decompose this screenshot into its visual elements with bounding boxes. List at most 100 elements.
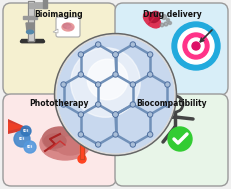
Circle shape <box>97 143 100 146</box>
Circle shape <box>131 43 134 46</box>
Circle shape <box>149 53 152 56</box>
Text: ROS: ROS <box>23 129 29 133</box>
Polygon shape <box>23 16 37 19</box>
Circle shape <box>97 103 100 106</box>
Ellipse shape <box>27 30 33 34</box>
Circle shape <box>165 82 170 87</box>
Circle shape <box>79 53 82 56</box>
Circle shape <box>164 22 168 26</box>
Circle shape <box>167 19 170 22</box>
Circle shape <box>178 28 214 64</box>
Text: ROS: ROS <box>19 137 25 141</box>
Circle shape <box>130 142 135 147</box>
Circle shape <box>21 126 31 136</box>
Ellipse shape <box>56 137 84 155</box>
Text: ROS: ROS <box>27 145 33 149</box>
Circle shape <box>168 127 192 151</box>
Circle shape <box>78 52 83 57</box>
Text: Bioimaging: Bioimaging <box>35 10 83 19</box>
Circle shape <box>114 113 117 116</box>
Circle shape <box>166 83 169 86</box>
FancyBboxPatch shape <box>3 3 116 95</box>
Circle shape <box>96 82 101 87</box>
Circle shape <box>61 102 66 107</box>
Ellipse shape <box>149 11 160 22</box>
Circle shape <box>24 141 36 153</box>
Ellipse shape <box>67 26 73 30</box>
Circle shape <box>188 38 204 54</box>
Circle shape <box>113 52 118 57</box>
Circle shape <box>168 22 171 25</box>
Circle shape <box>130 42 135 47</box>
Circle shape <box>79 73 82 76</box>
Circle shape <box>62 83 65 86</box>
Circle shape <box>149 113 152 116</box>
Ellipse shape <box>143 12 161 28</box>
Circle shape <box>148 52 153 57</box>
Circle shape <box>192 42 200 50</box>
Polygon shape <box>21 39 43 42</box>
Circle shape <box>14 131 30 147</box>
Circle shape <box>114 73 117 76</box>
Circle shape <box>161 15 167 19</box>
Circle shape <box>113 72 118 77</box>
Circle shape <box>62 103 65 106</box>
Polygon shape <box>28 1 34 41</box>
Circle shape <box>114 133 117 136</box>
Circle shape <box>130 102 135 107</box>
Circle shape <box>87 59 128 100</box>
Circle shape <box>78 155 86 163</box>
Circle shape <box>79 133 82 136</box>
Text: Biocompatibility: Biocompatibility <box>137 99 207 108</box>
Polygon shape <box>26 23 34 31</box>
Circle shape <box>160 23 164 27</box>
Circle shape <box>148 132 153 137</box>
FancyBboxPatch shape <box>115 94 228 186</box>
Circle shape <box>97 83 100 86</box>
Circle shape <box>96 42 101 47</box>
Circle shape <box>79 113 82 116</box>
Ellipse shape <box>40 128 90 160</box>
Circle shape <box>113 52 118 57</box>
Circle shape <box>149 73 152 76</box>
Circle shape <box>97 43 100 46</box>
Circle shape <box>183 33 209 59</box>
Circle shape <box>172 22 220 70</box>
Circle shape <box>131 103 134 106</box>
Circle shape <box>113 112 118 117</box>
Circle shape <box>71 48 140 117</box>
Circle shape <box>96 142 101 147</box>
Polygon shape <box>80 127 84 159</box>
Circle shape <box>148 112 153 117</box>
Circle shape <box>130 82 135 87</box>
Ellipse shape <box>44 134 66 148</box>
Circle shape <box>78 72 83 77</box>
Polygon shape <box>80 141 84 159</box>
Circle shape <box>58 36 173 153</box>
Circle shape <box>55 33 176 156</box>
Circle shape <box>148 72 153 77</box>
Circle shape <box>113 132 118 137</box>
Circle shape <box>114 53 117 56</box>
FancyBboxPatch shape <box>56 17 80 37</box>
Ellipse shape <box>62 23 74 31</box>
Ellipse shape <box>43 127 77 151</box>
Circle shape <box>114 53 117 56</box>
Polygon shape <box>53 29 58 33</box>
Circle shape <box>131 83 134 86</box>
Circle shape <box>149 133 152 136</box>
Polygon shape <box>29 3 46 8</box>
Ellipse shape <box>63 23 71 29</box>
Circle shape <box>78 112 83 117</box>
FancyBboxPatch shape <box>115 3 228 95</box>
Circle shape <box>165 102 170 107</box>
Circle shape <box>131 143 134 146</box>
Polygon shape <box>43 0 47 8</box>
Circle shape <box>61 82 66 87</box>
FancyBboxPatch shape <box>3 94 116 186</box>
Polygon shape <box>8 119 30 134</box>
Circle shape <box>113 112 118 117</box>
Text: Phototherapy: Phototherapy <box>29 99 89 108</box>
Circle shape <box>166 103 169 106</box>
Circle shape <box>78 132 83 137</box>
